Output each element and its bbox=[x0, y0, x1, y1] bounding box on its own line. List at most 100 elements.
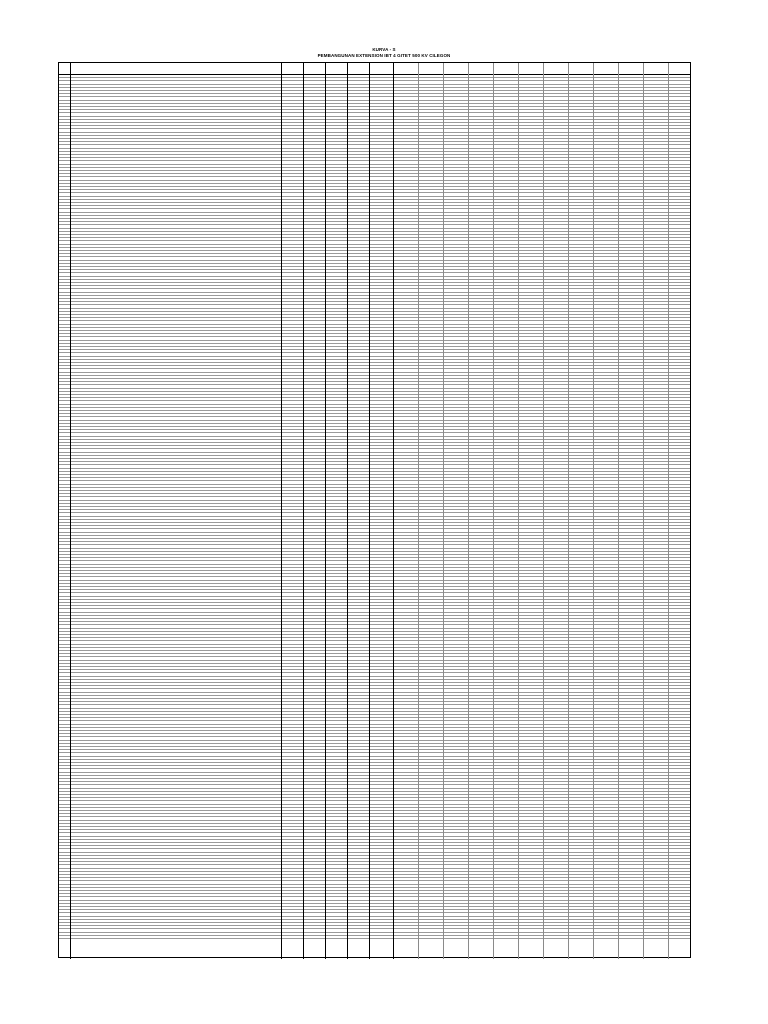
grid-line bbox=[59, 862, 690, 866]
grid-line bbox=[59, 590, 690, 594]
grid-line bbox=[59, 670, 690, 674]
grid-line bbox=[59, 513, 690, 517]
grid-line bbox=[59, 286, 690, 290]
grid-line bbox=[59, 507, 690, 511]
grid-line bbox=[59, 654, 690, 658]
grid-line bbox=[59, 910, 690, 914]
grid-line bbox=[59, 331, 690, 335]
grid-line bbox=[59, 853, 690, 856]
grid-line bbox=[59, 267, 690, 271]
grid-line bbox=[59, 587, 690, 591]
grid-line bbox=[59, 193, 690, 197]
column-divider bbox=[668, 63, 669, 959]
grid-line bbox=[59, 824, 690, 827]
grid-line bbox=[59, 657, 690, 661]
grid-line bbox=[59, 251, 690, 255]
grid-line bbox=[59, 869, 690, 872]
grid-line bbox=[59, 219, 690, 223]
grid-line bbox=[59, 344, 690, 347]
grid-line bbox=[59, 225, 690, 229]
column-divider bbox=[70, 63, 71, 959]
grid-line bbox=[59, 542, 690, 546]
grid-line bbox=[59, 904, 690, 907]
grid-line bbox=[59, 395, 690, 399]
grid-line bbox=[59, 795, 690, 799]
grid-line bbox=[59, 472, 690, 475]
column-divider bbox=[593, 63, 594, 959]
grid-line bbox=[59, 696, 690, 699]
grid-line bbox=[59, 721, 690, 725]
grid-line bbox=[59, 81, 690, 85]
grid-line bbox=[59, 718, 690, 722]
grid-line bbox=[59, 238, 690, 242]
document-subtitle: PEMBANGUNAN EXTENSION IBT 4 GITET 500 KV… bbox=[317, 53, 451, 58]
grid-line bbox=[59, 545, 690, 549]
grid-line bbox=[59, 897, 690, 901]
grid-line bbox=[59, 613, 690, 616]
grid-line bbox=[59, 568, 690, 571]
grid-line bbox=[59, 894, 690, 898]
grid-line bbox=[59, 533, 690, 536]
grid-line bbox=[59, 609, 690, 613]
s-curve-table bbox=[58, 62, 691, 959]
grid-line bbox=[59, 616, 690, 619]
grid-line bbox=[59, 433, 690, 437]
grid-line bbox=[59, 398, 690, 402]
grid-line bbox=[59, 197, 690, 200]
grid-line bbox=[59, 577, 690, 581]
grid-line bbox=[59, 651, 690, 655]
grid-line bbox=[59, 907, 690, 911]
grid-line bbox=[59, 142, 690, 146]
grid-line bbox=[59, 353, 690, 357]
grid-line bbox=[59, 446, 690, 450]
grid-line bbox=[59, 734, 690, 738]
grid-line bbox=[59, 465, 690, 469]
grid-line bbox=[59, 235, 690, 239]
grid-line bbox=[59, 120, 690, 123]
grid-line bbox=[59, 491, 690, 495]
grid-line bbox=[59, 424, 690, 427]
grid-line bbox=[59, 849, 690, 853]
grid-line bbox=[59, 437, 690, 440]
grid-line bbox=[59, 709, 690, 712]
grid-line bbox=[59, 312, 690, 315]
grid-line bbox=[59, 555, 690, 559]
grid-line bbox=[59, 129, 690, 133]
grid-line bbox=[59, 901, 690, 904]
grid-line bbox=[59, 453, 690, 456]
grid-line bbox=[59, 792, 690, 795]
grid-line bbox=[59, 593, 690, 597]
table-header bbox=[59, 63, 690, 75]
grid-line bbox=[59, 808, 690, 811]
grid-line bbox=[59, 837, 690, 840]
grid-line bbox=[59, 117, 690, 120]
grid-line bbox=[59, 830, 690, 834]
grid-line bbox=[59, 171, 690, 175]
document-title: KURVA - S bbox=[372, 47, 396, 52]
grid-line bbox=[59, 328, 690, 331]
grid-line bbox=[59, 325, 690, 328]
grid-line bbox=[59, 673, 690, 677]
grid-line bbox=[59, 523, 690, 527]
grid-line bbox=[59, 203, 690, 207]
grid-line bbox=[59, 798, 690, 802]
grid-line bbox=[59, 683, 690, 687]
grid-line bbox=[59, 296, 690, 299]
grid-line bbox=[59, 187, 690, 191]
grid-line bbox=[59, 840, 690, 843]
grid-line bbox=[59, 805, 690, 808]
column-divider bbox=[281, 63, 282, 959]
grid-line bbox=[59, 302, 690, 306]
grid-line bbox=[59, 920, 690, 923]
grid-line bbox=[59, 571, 690, 575]
grid-line bbox=[59, 766, 690, 770]
grid-line bbox=[59, 133, 690, 136]
grid-line bbox=[59, 526, 690, 530]
grid-line bbox=[59, 97, 690, 101]
grid-line bbox=[59, 539, 690, 543]
grid-line bbox=[59, 273, 690, 277]
grid-line bbox=[59, 814, 690, 818]
grid-line bbox=[59, 702, 690, 706]
grid-line bbox=[59, 741, 690, 744]
grid-line bbox=[59, 917, 690, 920]
